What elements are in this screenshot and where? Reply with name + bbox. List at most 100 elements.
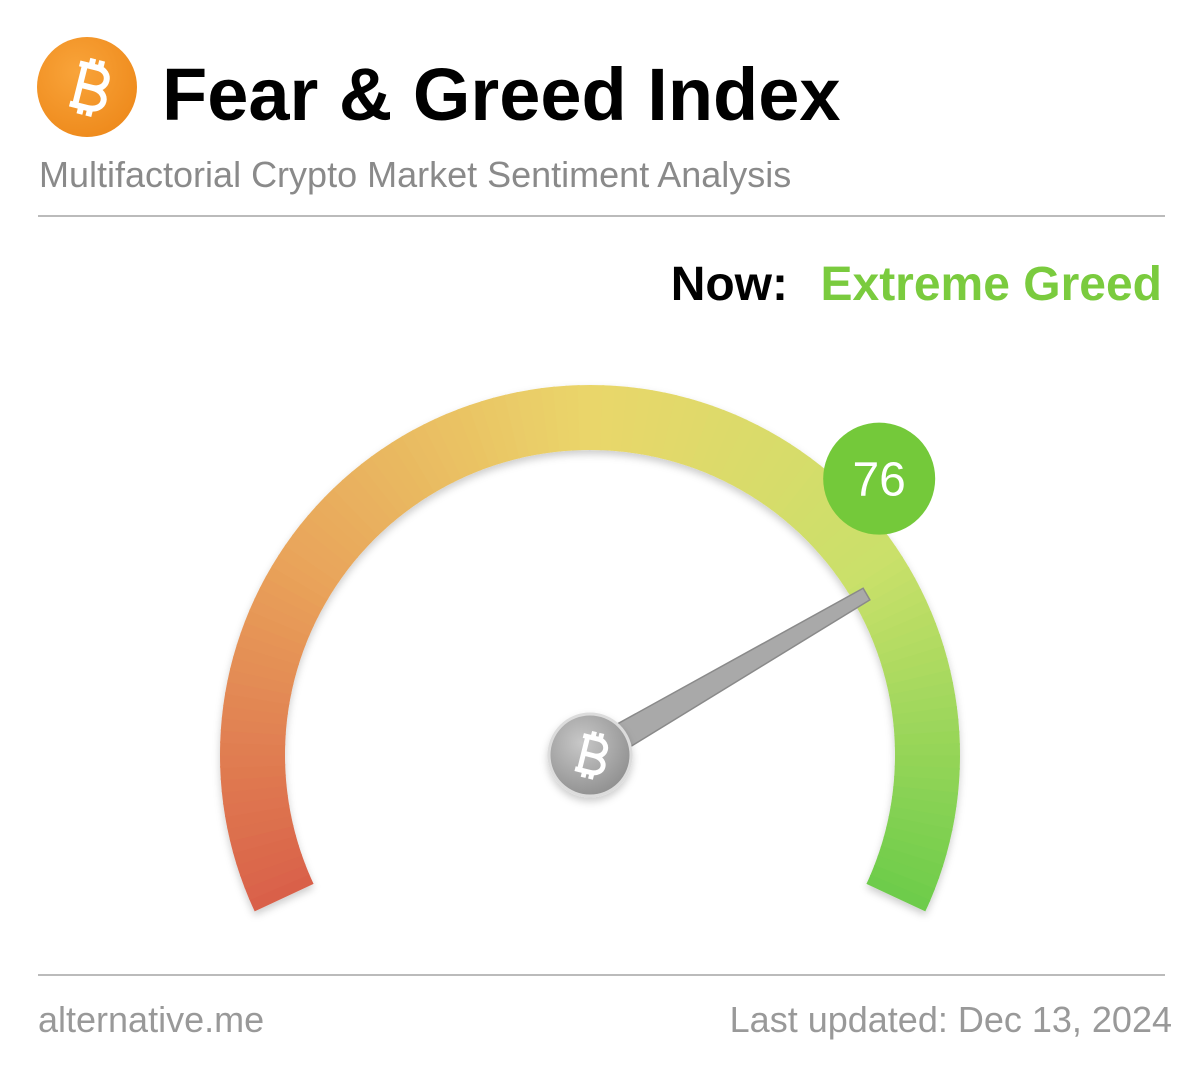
gauge-segment [565,385,582,451]
gauge-segment [380,442,428,504]
gauge-segment [870,610,937,648]
gauge-segment [866,874,931,912]
gauge-segment [869,865,936,902]
gauge-segment [401,429,445,493]
gauge-segment [727,424,770,489]
last-updated: Last updated: Dec 13, 2024 [730,999,1172,1040]
gauge-segment [857,577,922,620]
gauge-segment [590,385,605,451]
gauge-segment [891,785,959,807]
gauge-segment [890,796,957,820]
gauge-segment [221,704,288,725]
gauge-segment [841,545,904,593]
gauge-segment [650,392,678,459]
gauge-segment [888,806,955,832]
gauge-segment [244,609,310,646]
gauge-segment [299,514,358,567]
gauge-segment [835,535,897,584]
gauge-segment [884,657,951,687]
gauge-segment [680,401,714,468]
gauge-segment [323,487,379,544]
gauge-segment [745,436,791,499]
gauge-segment [229,655,297,685]
gauge-segment [360,456,411,516]
gauge-segment [220,716,287,736]
gauge-segment [240,854,306,889]
gauge-segment [390,435,436,499]
gauge-segment [610,385,629,452]
gauge-segment [249,597,314,637]
gauge-segment [620,386,642,453]
gauge-segment [434,413,473,479]
gauge-segment [874,622,941,657]
gauge-segment [341,471,395,529]
gauge-segment [456,404,492,471]
gauge-segment [240,620,306,656]
gauge-segment [422,418,463,483]
gauge-segment [492,394,521,461]
gauge-segment [232,834,299,866]
gauge-segment [307,505,365,559]
gauge-segment [315,496,372,551]
gauge-segment [718,419,759,484]
gauge-arc [220,385,960,912]
gauge-segment [236,844,303,877]
gauge-segment [866,599,932,638]
gauge-segment [370,448,419,510]
gauge-segment [516,389,541,457]
gauge-segment [220,741,286,756]
gauge-segment [291,524,352,575]
bitcoin-icon [68,57,110,117]
gauge-segment [640,390,666,457]
gauge: 76 [220,385,960,912]
gauge-segment [630,388,654,455]
gauge-segment [877,845,944,879]
logo [37,37,137,137]
gauge-segment [248,873,314,912]
gauge-segment [504,392,531,459]
gauge-segment [236,632,303,665]
gauge-segment [224,804,292,830]
hub-bitcoin-icon [574,730,609,780]
gauge-segment [227,667,294,695]
gauge-segment [660,395,690,462]
now-label: Now: [671,258,788,311]
gauge-segment [445,409,482,475]
gauge-segment [233,643,300,675]
gauge-segment [893,775,960,795]
gauge-segment [890,693,958,717]
value-badge [823,422,936,535]
gauge-segment [709,414,748,480]
gauge-segment [754,443,802,505]
gauge-segment [332,479,387,536]
gauge-segment [779,464,831,524]
gauge-segment [829,525,890,576]
gauge-segment [271,554,334,600]
gauge-segment [220,753,286,768]
value-label: 76 [852,454,905,507]
gauge-segment [670,398,702,465]
gauge-segment [277,544,340,592]
gauge-segment [220,764,286,781]
gauge-segment [873,855,940,891]
gauge-segment [259,575,324,618]
gauge-segment [528,388,551,455]
gauge-segment [254,586,319,627]
gauge-segment [736,430,781,494]
source: alternative.me [38,999,264,1040]
gauge-segment [888,681,956,707]
gauge-segment [227,814,294,842]
gauge-segment [894,743,960,758]
title: Fear & Greed Index [162,53,841,136]
gauge-segment [878,634,945,667]
gauge-segment [244,863,310,901]
gauge-segment [468,401,502,467]
subtitle: Multifactorial Crypto Market Sentiment A… [39,154,791,195]
gauge-segment [690,405,725,471]
gauge-segment [762,450,812,511]
gauge-segment [886,669,954,697]
gauge-segment [894,730,960,747]
gauge-segment [223,794,290,818]
gauge-segment [862,588,927,629]
gauge-segment [577,385,592,451]
